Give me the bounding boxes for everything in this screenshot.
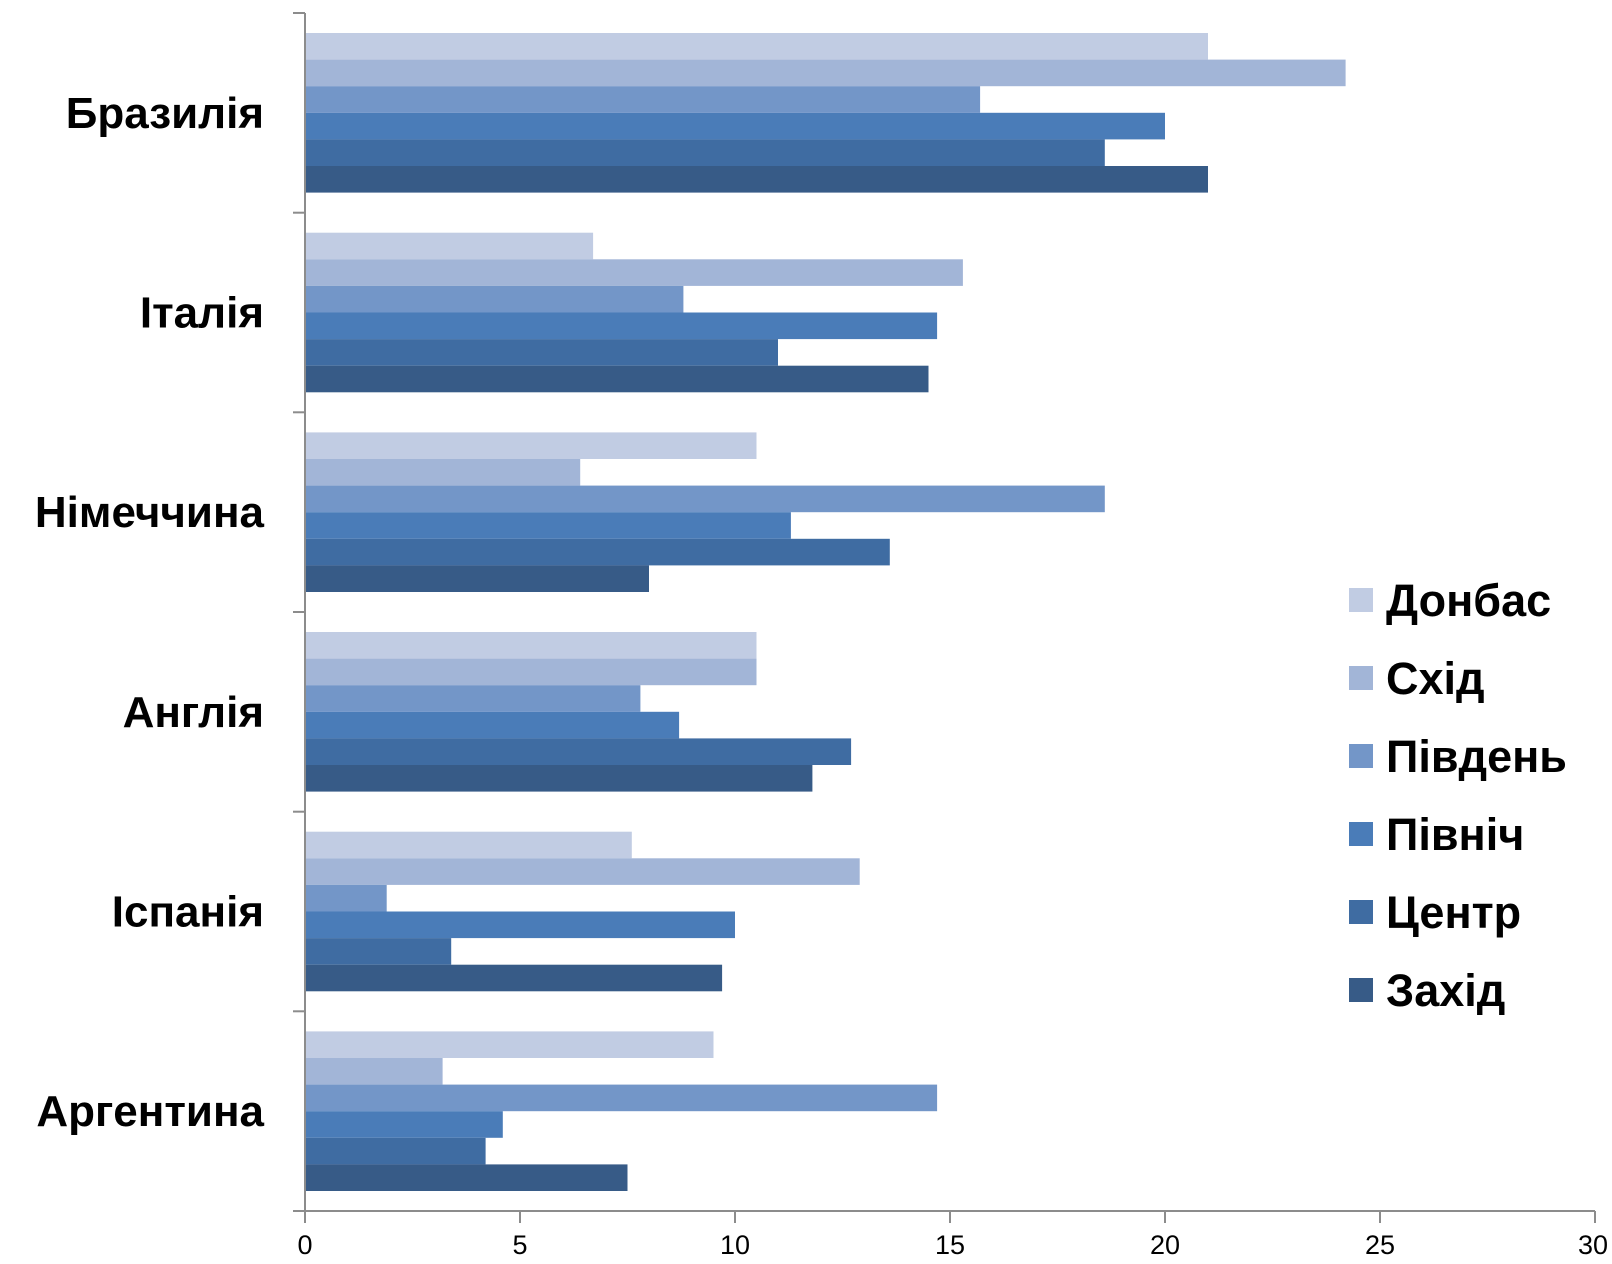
bar-5-6: [305, 964, 723, 992]
bar-3-2: [305, 459, 581, 486]
legend-label: Донбас: [1386, 575, 1551, 626]
bar-3-3: [305, 485, 1105, 513]
x-tick-label: 20: [1150, 1230, 1180, 1260]
category-label: Англія: [123, 688, 264, 737]
axes-group: [293, 12, 1596, 1223]
x-tick-label: 5: [512, 1230, 527, 1260]
bar-1-3: [305, 86, 981, 113]
category-label: Італія: [140, 289, 264, 338]
bar-2-1: [305, 232, 594, 260]
bar-4-2: [305, 658, 757, 686]
bar-4-3: [305, 685, 641, 712]
bar-3-6: [305, 565, 649, 592]
bar-4-5: [305, 738, 852, 765]
x-tick-label: 30: [1578, 1230, 1608, 1260]
bar-3-1: [305, 432, 757, 459]
bar-6-1: [305, 1031, 714, 1058]
bar-3-5: [305, 538, 890, 566]
legend-swatch: [1349, 744, 1373, 768]
bar-1-2: [305, 59, 1346, 87]
bar-1-1: [305, 33, 1208, 60]
bar-5-4: [305, 911, 735, 939]
category-label: Бразилія: [66, 89, 264, 138]
x-tick-label: 15: [935, 1230, 965, 1260]
category-label: Німеччина: [35, 488, 265, 537]
bar-2-5: [305, 339, 778, 366]
legend-label: Захід: [1386, 965, 1505, 1016]
bar-1-4: [305, 112, 1165, 140]
bar-6-4: [305, 1111, 503, 1138]
bar-5-3: [305, 884, 387, 912]
bar-4-6: [305, 765, 813, 792]
bar-4-1: [305, 632, 757, 659]
legend-swatch: [1349, 666, 1373, 690]
legend-swatch: [1349, 900, 1373, 924]
category-labels: Бразилія Італія Німеччина Англія Іспанія Арге…: [35, 89, 265, 1136]
legend-label: Центр: [1386, 887, 1521, 938]
bar-2-4: [305, 312, 938, 340]
x-tick-labels: 0 5 10 15 20 25 30: [297, 1230, 1608, 1260]
bar-5-1: [305, 831, 632, 859]
legend-swatch: [1349, 588, 1373, 612]
x-tick-label: 10: [720, 1230, 750, 1260]
bar-6-3: [305, 1084, 938, 1112]
bar-1-6: [305, 166, 1208, 193]
legend-label: Північ: [1386, 809, 1524, 860]
bars-group: [305, 33, 1346, 1191]
bar-2-2: [305, 259, 963, 286]
legend-swatch: [1349, 978, 1373, 1002]
legend-label: Схід: [1386, 653, 1485, 704]
bar-6-5: [305, 1137, 486, 1165]
bar-4-4: [305, 711, 680, 739]
bar-6-2: [305, 1058, 443, 1085]
bar-5-2: [305, 858, 860, 885]
bar-6-6: [305, 1164, 628, 1191]
legend-label: Південь: [1386, 731, 1567, 782]
bar-2-3: [305, 285, 684, 313]
x-tick-label: 25: [1365, 1230, 1395, 1260]
category-label: Аргентина: [36, 1087, 264, 1136]
category-label: Іспанія: [112, 888, 264, 937]
bar-3-4: [305, 512, 791, 539]
bar-5-5: [305, 938, 452, 965]
x-tick-label: 0: [297, 1230, 312, 1260]
legend: Донбас Схід Південь Північ Центр Захід: [1349, 575, 1567, 1016]
legend-swatch: [1349, 822, 1373, 846]
bar-1-5: [305, 139, 1105, 166]
bar-2-6: [305, 365, 929, 393]
